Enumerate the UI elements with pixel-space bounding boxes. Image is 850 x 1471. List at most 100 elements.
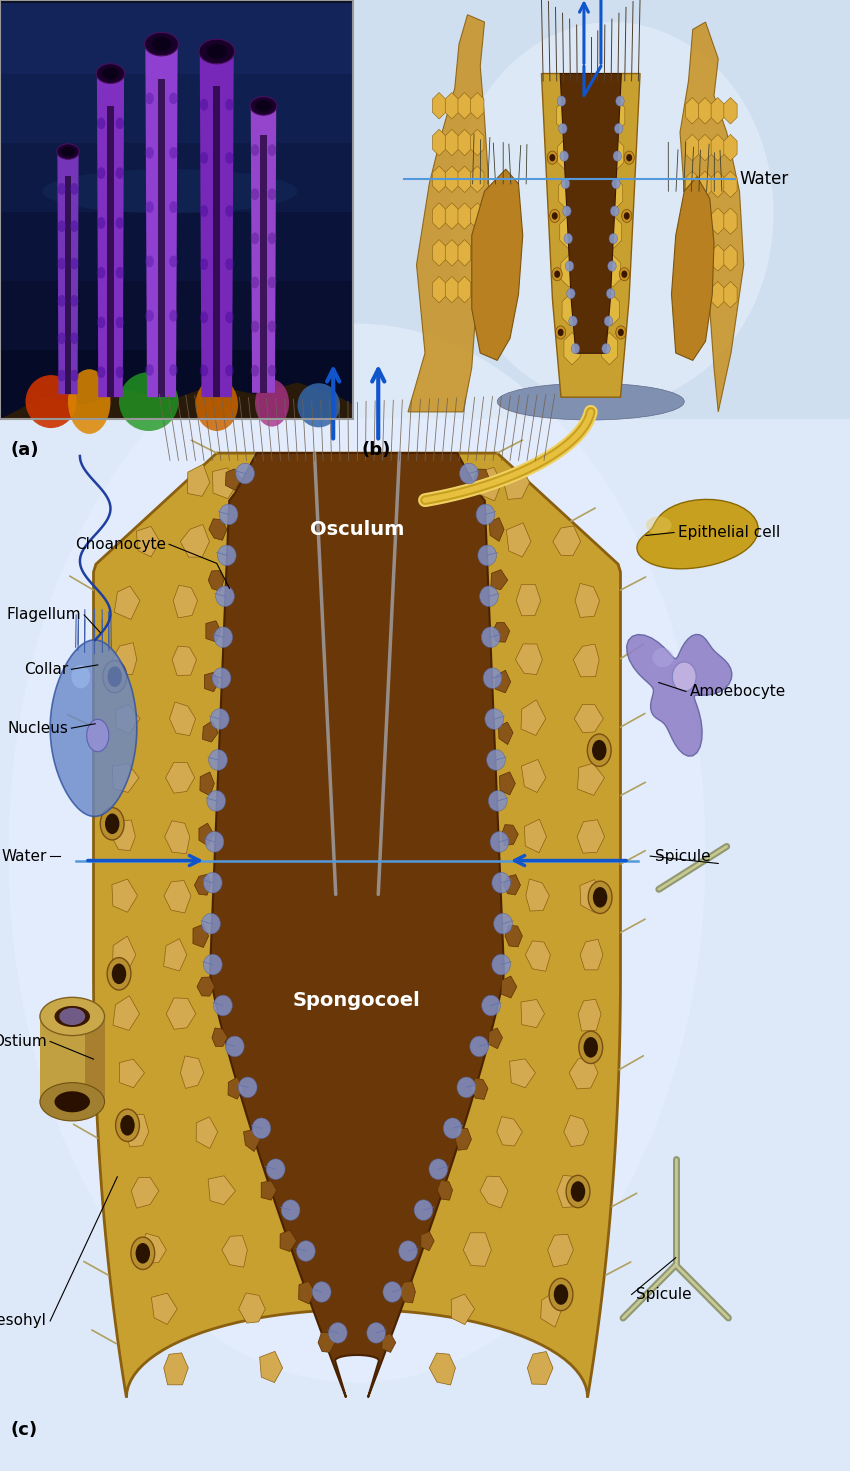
Ellipse shape [615, 327, 626, 340]
Ellipse shape [478, 546, 496, 566]
Ellipse shape [621, 271, 627, 278]
Polygon shape [222, 1236, 247, 1267]
Polygon shape [112, 643, 137, 675]
Ellipse shape [567, 288, 575, 299]
Ellipse shape [200, 259, 208, 271]
Ellipse shape [70, 296, 78, 307]
Ellipse shape [252, 1118, 271, 1139]
Ellipse shape [624, 212, 630, 219]
Ellipse shape [225, 365, 234, 377]
Ellipse shape [216, 585, 235, 606]
Ellipse shape [588, 881, 612, 913]
Bar [0, 0, 353, 419]
Ellipse shape [203, 872, 222, 893]
Ellipse shape [429, 1159, 448, 1180]
Ellipse shape [281, 1200, 300, 1221]
Ellipse shape [131, 1237, 155, 1269]
Ellipse shape [105, 813, 119, 834]
Bar [0, 0, 353, 419]
Polygon shape [244, 1130, 260, 1152]
Polygon shape [119, 1059, 144, 1087]
Ellipse shape [225, 1036, 244, 1056]
Ellipse shape [57, 182, 66, 194]
Ellipse shape [549, 154, 555, 162]
Ellipse shape [116, 168, 124, 179]
Ellipse shape [201, 913, 220, 934]
Ellipse shape [298, 384, 340, 428]
Polygon shape [507, 522, 531, 558]
Text: Spicule: Spicule [654, 849, 710, 863]
Ellipse shape [60, 1008, 85, 1025]
Ellipse shape [489, 790, 507, 811]
Polygon shape [515, 644, 542, 675]
Ellipse shape [97, 218, 105, 229]
Polygon shape [560, 74, 621, 353]
Ellipse shape [646, 516, 672, 534]
Ellipse shape [100, 808, 124, 840]
Ellipse shape [203, 955, 222, 975]
Polygon shape [526, 878, 549, 911]
Polygon shape [547, 1234, 574, 1267]
Ellipse shape [367, 1322, 386, 1343]
Ellipse shape [57, 332, 66, 344]
Polygon shape [501, 977, 517, 997]
Ellipse shape [96, 63, 125, 84]
Ellipse shape [54, 1006, 90, 1027]
Text: Mesohyl: Mesohyl [0, 1314, 47, 1328]
Ellipse shape [486, 750, 505, 771]
Text: (b): (b) [361, 441, 391, 459]
Ellipse shape [97, 366, 105, 378]
Ellipse shape [251, 144, 259, 156]
Polygon shape [58, 152, 78, 394]
Polygon shape [199, 824, 214, 846]
Ellipse shape [169, 93, 178, 104]
Polygon shape [496, 1116, 522, 1146]
Polygon shape [552, 527, 581, 556]
Ellipse shape [135, 1243, 150, 1264]
Ellipse shape [209, 750, 228, 771]
Polygon shape [577, 819, 604, 853]
Text: Spongocoel: Spongocoel [293, 991, 421, 1009]
Ellipse shape [87, 719, 109, 752]
Polygon shape [259, 1352, 282, 1383]
Polygon shape [200, 51, 234, 397]
Polygon shape [471, 1078, 488, 1099]
Text: Flagellum: Flagellum [6, 608, 81, 622]
Ellipse shape [26, 375, 76, 428]
Ellipse shape [457, 1077, 476, 1097]
Polygon shape [500, 772, 515, 794]
Ellipse shape [212, 668, 231, 688]
Polygon shape [112, 763, 139, 793]
Ellipse shape [653, 647, 673, 668]
Ellipse shape [268, 144, 276, 156]
Ellipse shape [566, 1175, 590, 1208]
Polygon shape [456, 1128, 472, 1150]
Polygon shape [637, 499, 758, 569]
Ellipse shape [443, 1118, 462, 1139]
Bar [0, 141, 353, 212]
Ellipse shape [200, 365, 208, 377]
Ellipse shape [102, 68, 119, 79]
Ellipse shape [610, 206, 619, 216]
Ellipse shape [312, 1281, 331, 1302]
Ellipse shape [54, 1091, 90, 1112]
Ellipse shape [219, 505, 238, 525]
Polygon shape [318, 1333, 335, 1352]
Ellipse shape [200, 99, 208, 110]
Bar [40, 1016, 105, 1102]
Ellipse shape [481, 627, 500, 647]
Ellipse shape [621, 209, 632, 222]
Ellipse shape [550, 209, 560, 222]
Ellipse shape [251, 365, 259, 377]
Ellipse shape [620, 268, 630, 281]
Ellipse shape [268, 277, 276, 288]
Ellipse shape [558, 330, 564, 337]
Ellipse shape [225, 99, 234, 110]
Polygon shape [541, 1292, 562, 1327]
Bar [260, 135, 267, 393]
Ellipse shape [40, 997, 105, 1036]
Text: Water: Water [740, 171, 789, 188]
Ellipse shape [57, 257, 66, 269]
Ellipse shape [460, 463, 479, 484]
Ellipse shape [97, 168, 105, 179]
